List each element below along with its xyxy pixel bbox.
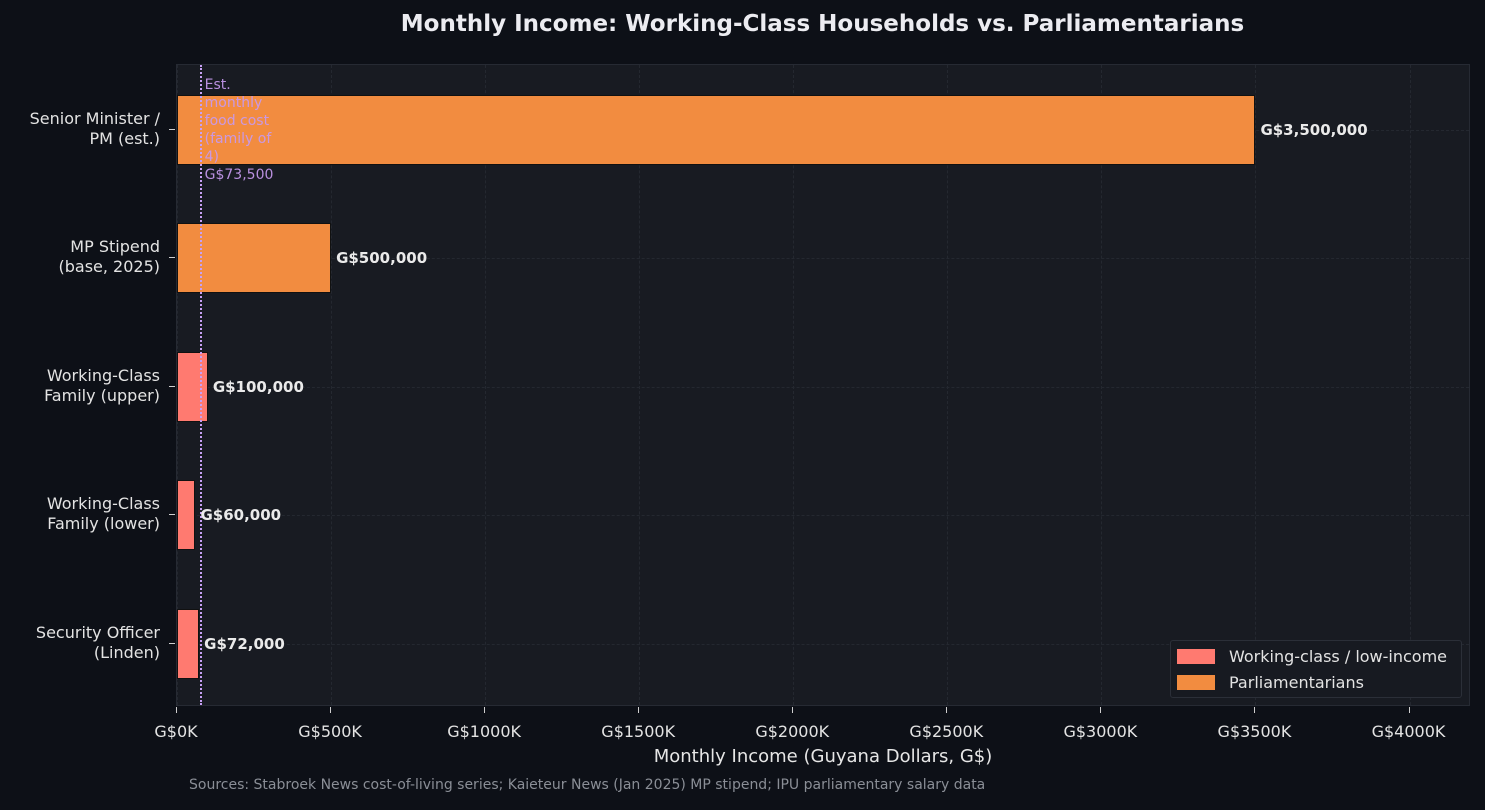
y-axis-category-label: Senior Minister / PM (est.) bbox=[29, 109, 160, 148]
legend-label: Parliamentarians bbox=[1229, 672, 1364, 692]
x-axis-tick-label: G$3500K bbox=[1217, 722, 1292, 741]
plot-area: Est. monthly food cost (family of 4) G$7… bbox=[176, 64, 1470, 706]
grid-line-vertical bbox=[1255, 65, 1257, 705]
x-axis-tick bbox=[638, 707, 640, 713]
y-axis-tick bbox=[169, 642, 175, 644]
y-axis-category-label: MP Stipend (base, 2025) bbox=[58, 237, 160, 277]
x-axis-tick-label: G$500K bbox=[298, 722, 362, 741]
grid-line-horizontal bbox=[177, 643, 1469, 645]
bar-value-label: G$500,000 bbox=[336, 249, 428, 268]
legend-label: Working-class / low-income bbox=[1229, 646, 1448, 666]
grid-line-vertical bbox=[947, 65, 949, 705]
bar bbox=[177, 480, 196, 551]
y-axis-category-label: Working-Class Family (upper) bbox=[44, 365, 160, 405]
x-axis-tick-label: G$2000K bbox=[755, 722, 830, 741]
reference-line-annotation: Est. monthly food cost (family of 4) G$7… bbox=[204, 77, 274, 183]
grid-line-vertical bbox=[485, 65, 487, 705]
source-note: Sources: Stabroek News cost-of-living se… bbox=[189, 777, 986, 793]
bar bbox=[177, 351, 208, 422]
legend-swatch-parliamentarians bbox=[1177, 674, 1215, 690]
bar bbox=[177, 608, 200, 679]
grid-line-vertical bbox=[1101, 65, 1103, 705]
chart-title: Monthly Income: Working-Class Households… bbox=[400, 11, 1245, 37]
grid-line-horizontal bbox=[177, 386, 1469, 388]
grid-line-vertical bbox=[793, 65, 795, 705]
x-axis-tick bbox=[946, 707, 948, 713]
food-cost-reference-line: Est. monthly food cost (family of 4) G$7… bbox=[199, 65, 273, 705]
y-axis-category-label: Security Officer (Linden) bbox=[35, 622, 160, 662]
x-axis-tick-label: G$2500K bbox=[909, 722, 984, 741]
y-axis-tick bbox=[169, 514, 175, 516]
y-axis-tick bbox=[169, 257, 175, 259]
bar-value-label: G$60,000 bbox=[200, 506, 282, 525]
x-axis-tick bbox=[484, 707, 486, 713]
bar bbox=[177, 95, 1256, 165]
bar-value-label: G$3,500,000 bbox=[1260, 121, 1368, 139]
grid-line-horizontal bbox=[177, 258, 1469, 260]
grid-line-horizontal bbox=[177, 515, 1469, 517]
x-axis-tick bbox=[792, 707, 794, 713]
grid-line-vertical bbox=[331, 65, 333, 705]
x-axis-tick-label: G$0K bbox=[154, 722, 198, 741]
bar-value-label: G$72,000 bbox=[204, 634, 285, 653]
x-axis-tick-label: G$1500K bbox=[601, 722, 676, 741]
legend-item-parliamentarians: Parliamentarians bbox=[1177, 672, 1364, 692]
x-axis-tick-label: G$4000K bbox=[1371, 722, 1446, 741]
x-axis-tick bbox=[176, 707, 177, 713]
legend-item-working-class: Working-class / low-income bbox=[1177, 646, 1447, 666]
y-axis-category-label: Working-Class Family (lower) bbox=[46, 494, 160, 534]
grid-line-vertical bbox=[639, 65, 641, 705]
x-axis-tick-label: G$3000K bbox=[1063, 722, 1138, 741]
bar-value-label: G$100,000 bbox=[212, 377, 304, 396]
legend: Working-class / low-income Parliamentari… bbox=[1170, 640, 1462, 698]
x-axis-tick bbox=[330, 707, 332, 713]
x-axis-tick-label: G$1000K bbox=[447, 722, 522, 741]
x-axis-tick bbox=[1254, 707, 1256, 713]
bar bbox=[177, 223, 332, 294]
x-axis-tick bbox=[1408, 707, 1410, 713]
legend-swatch-working-class bbox=[1177, 648, 1215, 664]
x-axis-title: Monthly Income (Guyana Dollars, G$) bbox=[653, 746, 993, 767]
y-axis-tick bbox=[169, 129, 175, 130]
y-axis-tick bbox=[169, 385, 175, 387]
grid-line-vertical bbox=[1409, 65, 1411, 705]
x-axis-tick bbox=[1100, 707, 1102, 713]
